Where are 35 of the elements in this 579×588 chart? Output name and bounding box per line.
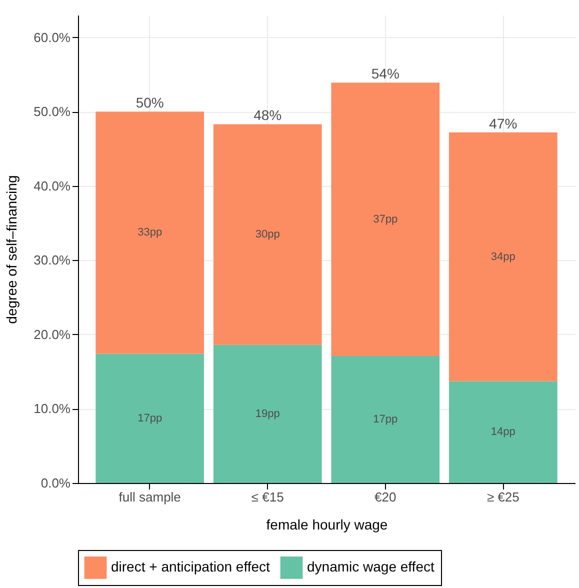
data-label: 14pp: [490, 426, 516, 438]
total-label: 50%: [136, 94, 164, 111]
y-tick-label: 20.0%: [34, 326, 71, 342]
bar: [448, 381, 558, 483]
x-tick-label: €20: [374, 490, 396, 504]
total-label: 54%: [371, 66, 400, 82]
bar: [331, 356, 440, 483]
total-label: 48%: [254, 107, 282, 124]
x-tick-label: ≤ €15: [251, 490, 284, 504]
bar: [213, 344, 322, 483]
data-label: 33pp: [138, 226, 162, 239]
y-tick-label: 60.0%: [34, 30, 71, 45]
legend-label: direct + anticipation effect: [111, 558, 270, 575]
bar: [448, 132, 558, 382]
y-axis-title: degree of self–financing: [4, 175, 20, 324]
y-tick-label: 30.0%: [34, 252, 71, 268]
legend-label: dynamic wage effect: [307, 558, 434, 575]
x-tick-label: full sample: [118, 490, 181, 504]
bar: [213, 124, 322, 345]
x-tick-label: ≥ €25: [486, 490, 520, 504]
total-label: 47%: [489, 115, 518, 132]
data-label: 37pp: [373, 213, 398, 226]
data-label: 17pp: [138, 412, 162, 424]
data-label: 17pp: [373, 413, 398, 426]
bar: [96, 354, 204, 483]
bar: [96, 112, 204, 354]
y-tick-label: 10.0%: [34, 401, 71, 416]
x-axis-title: female hourly wage: [266, 516, 388, 532]
y-tick-label: 40.0%: [34, 178, 71, 194]
y-tick-label: 50.0%: [34, 104, 71, 120]
y-tick-label: 0.0%: [40, 476, 71, 490]
data-label: 30pp: [255, 228, 280, 241]
data-label: 19pp: [255, 408, 280, 420]
bar: [331, 82, 440, 356]
data-label: 34pp: [490, 250, 516, 263]
